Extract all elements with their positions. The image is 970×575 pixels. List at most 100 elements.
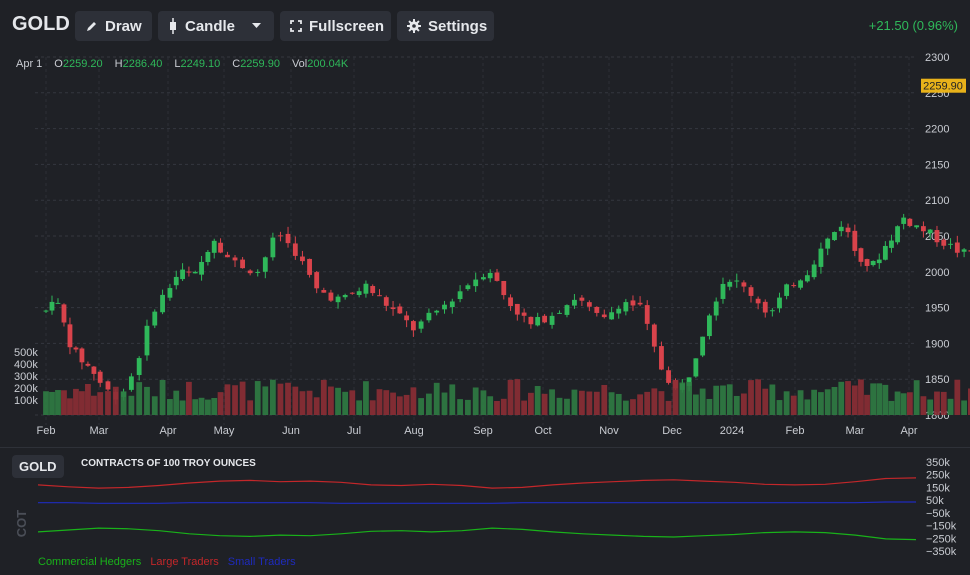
candle-body: [61, 304, 67, 323]
candle-body: [262, 257, 268, 272]
candle-body: [713, 301, 719, 316]
candle-body: [240, 259, 246, 269]
legend-commercial-hedgers[interactable]: Commercial Hedgers: [38, 556, 142, 568]
cot-symbol-badge: GOLD: [12, 455, 64, 478]
volume-bar: [776, 400, 783, 415]
candle-body: [804, 275, 810, 282]
candle-body: [270, 237, 276, 258]
legend-large-traders[interactable]: Large Traders: [150, 556, 219, 568]
candle-body: [55, 302, 61, 304]
candle-body: [832, 232, 837, 241]
legend-small-traders[interactable]: Small Traders: [227, 556, 296, 568]
candle-body: [623, 302, 629, 312]
time-tick-label: Apr: [900, 425, 917, 437]
pane-divider[interactable]: [0, 447, 970, 448]
candle-body: [666, 370, 671, 383]
candle-body: [528, 316, 534, 325]
volume-bar: [741, 393, 747, 415]
symbol-title: GOLD: [12, 13, 70, 35]
volume-bar: [961, 400, 967, 415]
ohlc-open: O2259.20: [54, 58, 103, 70]
volume-bar: [105, 391, 111, 415]
candle-body: [442, 304, 447, 310]
volume-bar: [91, 395, 97, 415]
volume-bar: [549, 389, 555, 415]
volume-bar: [426, 393, 432, 415]
candle-body: [300, 256, 305, 262]
volume-bar: [120, 391, 127, 415]
volume-bar: [390, 392, 396, 415]
candle-body: [218, 242, 223, 253]
candle-body: [144, 325, 150, 356]
price-chart[interactable]: 2300225022002150210020502000195019001850…: [0, 50, 970, 447]
candle-body: [43, 310, 49, 312]
candle-body: [167, 288, 173, 298]
candle-body: [579, 297, 585, 301]
cot-series-line-0: [37, 527, 917, 541]
volume-bar: [637, 394, 643, 415]
candle-body: [921, 226, 926, 232]
candle-body: [838, 226, 844, 232]
candle-body: [686, 377, 692, 386]
candle-body: [278, 235, 283, 237]
candle-body: [852, 230, 858, 251]
settings-label: Settings: [428, 17, 488, 35]
candle-body: [825, 238, 831, 249]
volume-bar: [934, 391, 940, 415]
volume-bar: [851, 385, 858, 415]
candle-body: [314, 272, 320, 289]
candle-body: [818, 248, 824, 267]
candle-body: [426, 312, 432, 321]
volume-bar: [913, 380, 920, 415]
volume-bar: [342, 391, 349, 415]
candle-body: [418, 321, 424, 329]
price-tick-label: 2300: [925, 52, 949, 64]
candle-body: [858, 248, 864, 262]
volume-bar: [534, 386, 541, 415]
volume-bar: [804, 399, 811, 415]
candle-body: [285, 233, 291, 244]
settings-button[interactable]: Settings: [397, 11, 494, 41]
price-tick-label: 1950: [925, 303, 949, 315]
top-toolbar: GOLD Draw Candle Fullscreen: [0, 0, 970, 50]
candle-body: [363, 283, 369, 294]
fullscreen-button[interactable]: Fullscreen: [280, 11, 391, 41]
volume-bar: [410, 387, 417, 415]
candle-body: [693, 358, 699, 377]
time-tick-label: 2024: [720, 425, 744, 437]
fullscreen-icon: [290, 20, 302, 32]
volume-bar: [335, 387, 341, 415]
cot-legend: Commercial Hedgers Large Traders Small T…: [38, 556, 296, 568]
chart-type-dropdown[interactable]: Candle: [158, 11, 274, 41]
candle-body: [594, 306, 600, 313]
volume-bar: [349, 390, 356, 415]
volume-bar: [159, 379, 166, 415]
volume-bar: [927, 399, 934, 415]
cot-tick-label: −50k: [926, 508, 951, 520]
last-price-label: 2259.90: [923, 81, 963, 93]
candle-body: [180, 269, 185, 280]
volume-bar: [967, 388, 970, 415]
cot-series-line-1: [37, 477, 917, 489]
candle-body: [465, 285, 471, 290]
volume-bar: [947, 398, 954, 415]
volume-bar: [313, 397, 320, 415]
volume-bar: [487, 396, 494, 415]
draw-button[interactable]: Draw: [75, 11, 152, 41]
volume-bar: [356, 400, 363, 415]
last-price-marker: [921, 78, 966, 93]
candle-body: [586, 302, 592, 307]
volume-bar: [790, 395, 797, 415]
volume-bar: [247, 400, 254, 415]
time-tick-label: Feb: [786, 425, 805, 437]
gear-icon: [407, 19, 421, 33]
volume-bar: [198, 397, 205, 415]
volume-bar: [894, 391, 901, 415]
candle-body: [410, 321, 416, 331]
candle-body: [192, 271, 198, 274]
volume-bar: [67, 398, 73, 415]
ohlc-date: Apr 1: [16, 58, 43, 70]
candle-body: [79, 348, 85, 363]
volume-bar: [615, 393, 622, 415]
